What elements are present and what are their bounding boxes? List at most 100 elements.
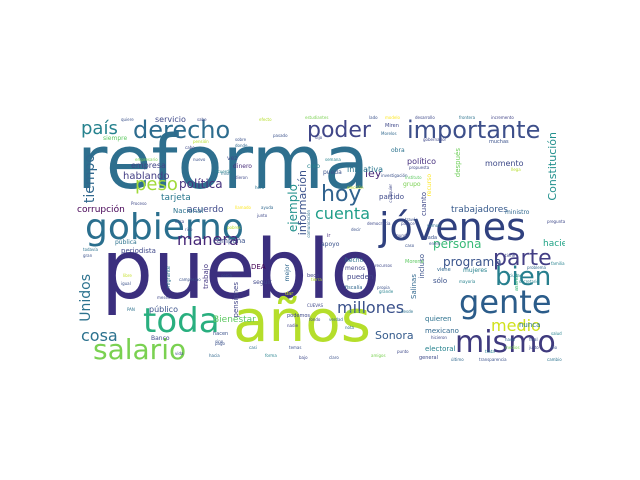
word: cosa xyxy=(81,326,118,345)
word: peso xyxy=(135,174,178,195)
word: modelo xyxy=(385,115,400,120)
word: general xyxy=(419,355,439,361)
word: podemos xyxy=(287,313,311,319)
word: Acuerdo xyxy=(215,169,232,174)
word: semana xyxy=(325,157,341,162)
word: partido xyxy=(379,193,405,201)
word: gobernador xyxy=(423,137,447,142)
word: vamos xyxy=(427,223,441,228)
word: salud xyxy=(551,331,562,336)
word: apoyo xyxy=(321,241,340,248)
word: meses xyxy=(157,295,170,300)
word: cerca xyxy=(221,273,232,278)
word: viene xyxy=(437,267,451,273)
word: Morelos xyxy=(381,131,397,136)
word: comunicación xyxy=(306,210,311,238)
word: nada xyxy=(505,337,515,342)
word: rico xyxy=(185,227,193,232)
word: frontera xyxy=(459,115,476,120)
word: pago xyxy=(215,341,225,346)
word: fondo xyxy=(309,317,321,322)
word: cuenta xyxy=(315,204,370,223)
word: vida xyxy=(175,351,184,356)
word: elección xyxy=(347,185,364,190)
word: hora xyxy=(255,185,265,190)
word: dar xyxy=(285,291,294,297)
word: hecho xyxy=(345,257,364,264)
word: último xyxy=(451,357,464,362)
word: tiempo xyxy=(82,154,98,204)
word: casi xyxy=(249,345,257,350)
word: periodista xyxy=(121,247,156,255)
word: electoral xyxy=(425,345,456,353)
word: sino xyxy=(215,339,224,344)
word: servicio xyxy=(155,115,186,124)
word: tarjeta xyxy=(161,193,191,203)
word: Morena xyxy=(405,259,424,265)
word: empresa xyxy=(131,161,166,170)
word: ministro xyxy=(505,209,530,216)
word: casa xyxy=(175,219,185,224)
word: siempre xyxy=(103,135,128,142)
word: hacen xyxy=(213,331,229,337)
word: medio xyxy=(491,316,541,335)
word: estudiantes xyxy=(305,115,329,120)
word: mundo xyxy=(395,233,409,238)
word: años xyxy=(233,287,372,355)
word: programa xyxy=(443,255,502,269)
word: tiene xyxy=(505,253,516,258)
word: Nacional xyxy=(173,207,204,215)
word: desarrollo xyxy=(415,115,435,120)
word: Banco xyxy=(151,335,170,342)
word: público xyxy=(149,305,178,314)
word: fiscalía xyxy=(345,285,363,291)
word: medios xyxy=(505,345,520,350)
word: Miren xyxy=(385,123,399,129)
word: corrupción xyxy=(77,205,125,215)
word: investigación xyxy=(381,173,408,178)
word: cada xyxy=(425,235,438,241)
word: quieren xyxy=(425,315,452,323)
word: hablando xyxy=(123,171,170,182)
word: Sonora xyxy=(375,329,414,342)
word: político xyxy=(407,157,437,166)
word: temas xyxy=(289,345,302,350)
word: país xyxy=(81,118,118,139)
word: Salinas xyxy=(410,274,418,299)
word: reforma xyxy=(77,120,370,206)
word: recursos xyxy=(375,263,393,268)
word: migrante xyxy=(166,266,172,289)
word: nuevo xyxy=(193,157,206,162)
word: muchas xyxy=(489,139,509,145)
word: momento xyxy=(485,159,524,168)
word: secretario xyxy=(519,279,539,284)
word: llega xyxy=(511,167,521,172)
word: grupo xyxy=(403,181,421,188)
word: toda xyxy=(143,301,220,341)
word: final xyxy=(529,337,538,342)
word: donde xyxy=(235,143,248,148)
word: través xyxy=(405,217,418,222)
word: dijo xyxy=(315,135,323,140)
word: enero xyxy=(429,241,441,246)
word: justo xyxy=(529,345,539,350)
word: mujeres xyxy=(463,267,488,274)
word: cabo xyxy=(185,145,195,150)
word: cambio xyxy=(547,357,562,362)
word: PAN xyxy=(127,307,135,312)
word: pobres xyxy=(227,225,241,230)
word: ir xyxy=(327,233,331,239)
word: caso xyxy=(405,243,415,248)
word: nadie xyxy=(287,323,299,328)
word: propuesta xyxy=(409,165,430,170)
word: campesino xyxy=(179,277,201,282)
word: grande xyxy=(379,289,394,294)
word: Proceso xyxy=(131,201,147,206)
word: misma xyxy=(221,171,235,176)
word: sobre xyxy=(235,137,247,142)
word: gran xyxy=(83,253,93,258)
word: atención xyxy=(347,309,365,314)
word: trabajo xyxy=(202,264,210,289)
word: mismo xyxy=(455,325,556,360)
word: creo xyxy=(307,163,320,170)
